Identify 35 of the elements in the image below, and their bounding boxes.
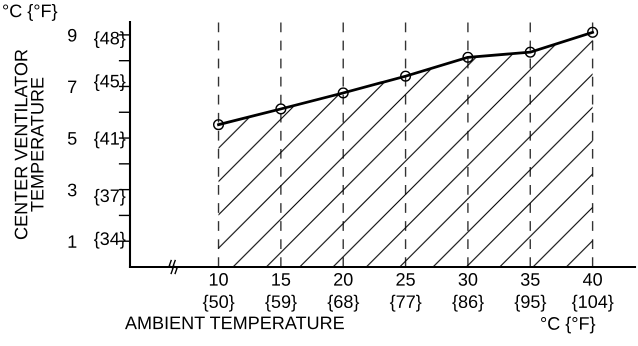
x-tick-label: 40 — [582, 273, 602, 286]
x-tick-label: 15 — [272, 273, 290, 286]
point — [524, 46, 536, 58]
text: °C {°F} — [541, 316, 596, 334]
x2-tick-label: {86} — [452, 294, 484, 312]
x-tick-label: 35 — [520, 273, 540, 286]
x2-tick-label: {68} — [328, 294, 360, 312]
point — [462, 52, 474, 63]
y-tick-label: 1 — [68, 235, 76, 248]
point — [338, 87, 349, 98]
y-tick-label: 7 — [68, 80, 76, 94]
x2-tick-label: {77} — [390, 294, 422, 312]
y-tick-label: 9 — [68, 28, 76, 42]
x2-tick-label: {50} — [202, 294, 234, 312]
x-axis-title: AMBIENT TEMPERATURE — [124, 316, 344, 330]
x-tick-label: 20 — [334, 273, 353, 286]
x2-tick-label: {59} — [265, 294, 297, 312]
point — [400, 70, 412, 82]
x-tick-label: 25 — [396, 273, 415, 286]
text: °C {°F} — [3, 4, 58, 21]
y2-tick-label: {34} — [94, 232, 126, 249]
point — [212, 119, 224, 130]
y2-tick-label: {45} — [94, 74, 126, 92]
x2-tick-label: {95} — [514, 294, 546, 312]
y-axis-title: CENTER VENTILATOR TEMPERATURE — [14, 50, 44, 240]
x-tick-label: 10 — [210, 273, 228, 286]
y2-tick-label: {48} — [94, 31, 126, 48]
point — [587, 26, 598, 38]
y-tick-label: 3 — [68, 184, 76, 196]
x-tick-label: 30 — [458, 273, 478, 286]
x2-tick-label: {104} — [572, 294, 614, 312]
point — [275, 103, 286, 114]
y2-tick-label: {37} — [94, 188, 126, 206]
y-tick-label: 5 — [68, 132, 76, 145]
y2-tick-label: {41} — [94, 132, 126, 148]
